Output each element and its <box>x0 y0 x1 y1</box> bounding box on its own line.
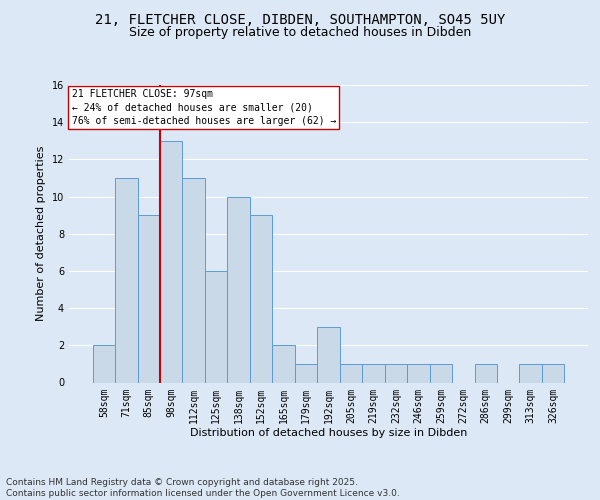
Bar <box>407 364 430 382</box>
Bar <box>475 364 497 382</box>
Bar <box>115 178 137 382</box>
Bar <box>362 364 385 382</box>
Bar <box>340 364 362 382</box>
Text: Size of property relative to detached houses in Dibden: Size of property relative to detached ho… <box>129 26 471 39</box>
Bar <box>227 196 250 382</box>
Text: 21, FLETCHER CLOSE, DIBDEN, SOUTHAMPTON, SO45 5UY: 21, FLETCHER CLOSE, DIBDEN, SOUTHAMPTON,… <box>95 12 505 26</box>
Bar <box>317 326 340 382</box>
Text: Contains HM Land Registry data © Crown copyright and database right 2025.
Contai: Contains HM Land Registry data © Crown c… <box>6 478 400 498</box>
X-axis label: Distribution of detached houses by size in Dibden: Distribution of detached houses by size … <box>190 428 467 438</box>
Bar <box>92 346 115 383</box>
Bar <box>182 178 205 382</box>
Bar <box>160 141 182 382</box>
Bar <box>520 364 542 382</box>
Bar <box>137 215 160 382</box>
Bar <box>250 215 272 382</box>
Bar <box>295 364 317 382</box>
Bar <box>272 346 295 383</box>
Bar <box>385 364 407 382</box>
Bar <box>430 364 452 382</box>
Bar <box>205 271 227 382</box>
Bar <box>542 364 565 382</box>
Text: 21 FLETCHER CLOSE: 97sqm
← 24% of detached houses are smaller (20)
76% of semi-d: 21 FLETCHER CLOSE: 97sqm ← 24% of detach… <box>71 90 336 126</box>
Y-axis label: Number of detached properties: Number of detached properties <box>36 146 46 322</box>
